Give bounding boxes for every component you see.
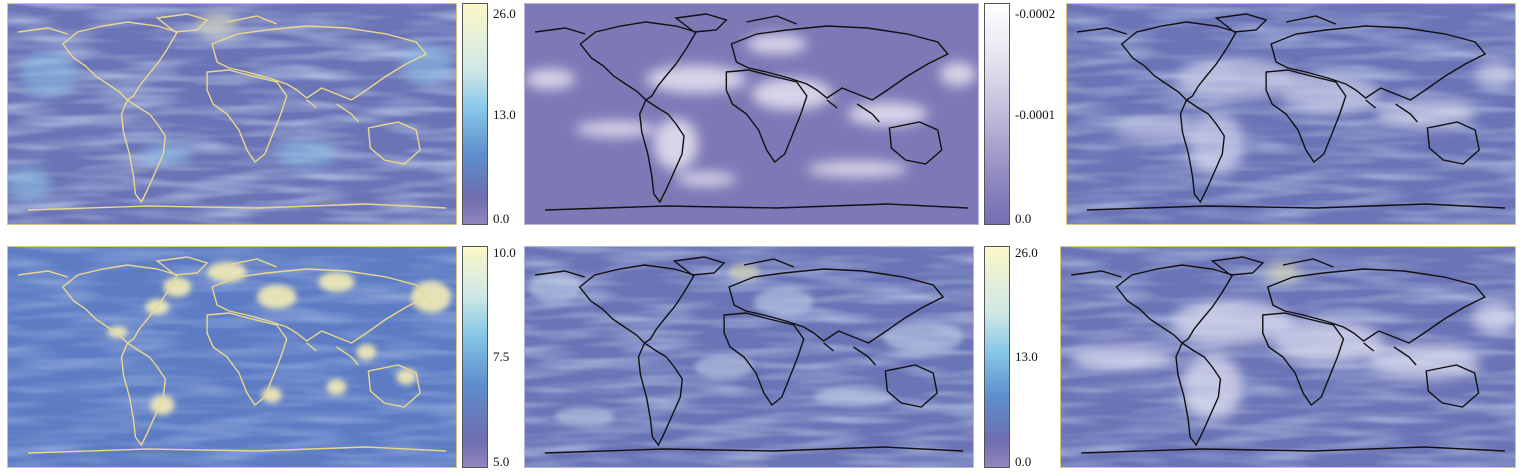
map-panel-top-right (1066, 3, 1516, 225)
colorbar-2-gradient (985, 4, 1009, 224)
map-panel-bottom-left (7, 246, 457, 468)
colorbar-1-tick-mid: 13.0 (493, 107, 516, 122)
map-panel-bottom-center (524, 246, 974, 468)
colorbar-4 (984, 246, 1010, 468)
colorbar-2-tick-mid: -0.0001 (1015, 107, 1056, 122)
colorbar-1-gradient (463, 4, 487, 224)
map-panel-top-left (7, 3, 457, 225)
colorbar-3-gradient (463, 247, 487, 467)
colorbar-2 (984, 3, 1010, 225)
colorbar-4-gradient (985, 247, 1009, 467)
colorbar-2-tick-bottom: 0.0 (1015, 211, 1032, 226)
colorbar-1 (462, 3, 488, 225)
map-panel-bottom-right (1060, 246, 1516, 468)
map-panel-top-center (524, 3, 979, 225)
colorbar-4-tick-bottom: 0.0 (1015, 454, 1032, 469)
colorbar-3-tick-bottom: 5.0 (493, 454, 510, 469)
colorbar-1-tick-top: 26.0 (493, 6, 516, 21)
colorbar-3 (462, 246, 488, 468)
colorbar-1-tick-bottom: 0.0 (493, 211, 510, 226)
colorbar-3-tick-top: 10.0 (493, 245, 516, 260)
colorbar-4-tick-mid: 13.0 (1015, 349, 1038, 364)
colorbar-2-tick-top: -0.0002 (1015, 6, 1056, 21)
colorbar-3-tick-mid: 7.5 (493, 349, 510, 364)
colorbar-4-tick-top: 26.0 (1015, 245, 1038, 260)
